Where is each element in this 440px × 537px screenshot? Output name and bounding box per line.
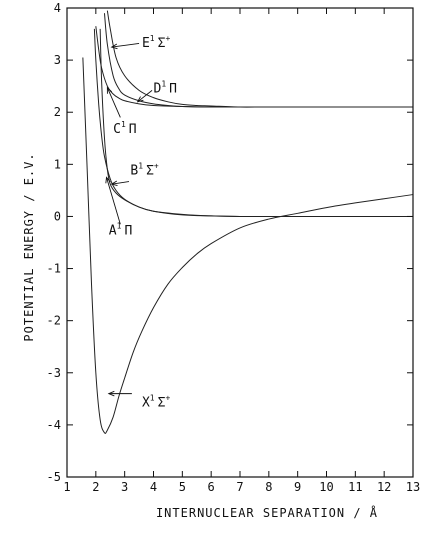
curve-label-part: Σ [158,395,166,410]
x-tick-label: 2 [92,480,99,494]
curve-label-part: D [154,82,162,97]
curve-label-part: 1 [150,34,155,43]
curve-label-B: B1 Σ+ [130,162,158,179]
label-arrow-head [107,390,115,397]
curve-label-part: Π [169,82,177,97]
x-tick-label: 7 [236,480,243,494]
curves-layer [82,10,414,434]
y-axis-title: POTENTIAL ENERGY / E.V. [22,152,36,341]
curve-label-D: D1 Π [154,80,177,97]
curve-label-part: E [142,36,150,51]
label-arrows-layer [105,42,153,397]
x-tick-label: 13 [406,480,420,494]
y-tick-label: 1 [54,157,61,171]
curve-label-part: 1 [138,162,143,171]
x-tick-label: 5 [179,480,186,494]
y-tick-label: -1 [47,262,61,276]
curve-A-state [93,28,413,217]
y-tick-label: 3 [54,53,61,67]
curve-labels-layer: X1 Σ+A1 ΠB1 Σ+C1 ΠD1 ΠE1 Σ+ [109,34,177,411]
x-tick-label: 1 [63,480,70,494]
curve-label-part: + [165,34,170,43]
label-arrow-line [106,177,121,225]
label-arrow-head [110,43,118,50]
x-tick-label: 4 [150,480,157,494]
y-tick-label: 2 [54,105,61,119]
x-tick-label: 6 [208,480,215,494]
curve-label-part: Π [124,223,132,238]
label-arrow-line [111,42,140,48]
curve-label-part: A [109,223,117,238]
y-tick-label: -3 [47,366,61,380]
label-arrow-head [105,176,111,184]
label-arrow-line [137,89,153,103]
x-tick-label: 10 [319,480,333,494]
label-arrow-head [110,180,118,187]
plot-frame [66,7,414,478]
curve-X-state [82,57,414,434]
curve-label-part: 1 [117,221,122,230]
curve-label-E: E1 Σ+ [142,34,170,51]
x-tick-label: 8 [265,480,272,494]
y-tick-label: 0 [54,209,61,223]
curve-label-part: + [165,393,170,402]
x-tick-label: 12 [377,480,391,494]
x-tick-label: 9 [294,480,301,494]
y-tick-label: 4 [54,1,61,15]
curve-label-part: Σ [146,164,154,179]
curve-D-state [103,13,413,108]
y-tick-label: -5 [47,470,61,484]
curve-E-state [106,10,413,108]
x-tick-label: 3 [121,480,128,494]
x-tick-label: 11 [348,480,362,494]
curve-label-part: B [130,164,138,179]
curve-label-X: X1 Σ+ [142,393,170,410]
y-tick-label: -4 [47,418,61,432]
curve-label-A: A1 Π [109,221,132,238]
y-tick-label: -2 [47,314,61,328]
label-arrow-line [111,181,130,185]
curve-B-state [99,28,413,217]
curve-label-part: X [142,395,150,410]
label-arrow-head [106,86,113,94]
x-axis-title: INTERNUCLEAR SEPARATION / Å [156,505,378,520]
label-arrow-head [136,96,144,103]
curve-label-part: 1 [161,80,166,89]
curve-label-part: 1 [121,120,126,129]
curve-label-part: C [113,122,121,137]
curve-label-C: C1 Π [113,120,136,137]
curve-label-part: Π [129,122,137,137]
curve-label-part: + [154,162,159,171]
label-arrow-line [106,87,121,118]
curve-label-part: Σ [158,36,166,51]
curve-label-part: 1 [150,393,155,402]
